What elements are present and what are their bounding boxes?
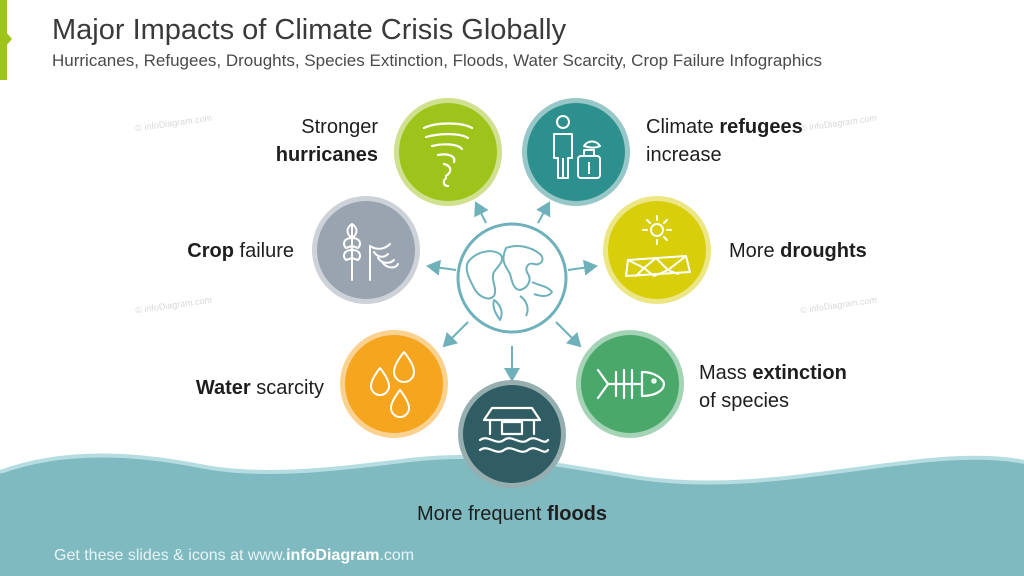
extinction-label: Mass extinction of species [699, 359, 847, 415]
hurricanes-label: Stronger hurricanes [276, 113, 378, 169]
water-drops-icon [370, 351, 415, 418]
droughts-label-bold: droughts [780, 240, 867, 262]
crop-circle [312, 196, 420, 304]
hurricanes-label-bold: hurricanes [275, 144, 378, 166]
droughts-circle [603, 196, 711, 304]
arrow-to-droughts [567, 259, 598, 276]
crop-label-bold: Crop [187, 240, 234, 262]
arrow-to-water [442, 321, 469, 348]
refugees-label-bold: refugees [719, 116, 803, 138]
globe-icon [456, 222, 568, 334]
floods-label: More frequent floods [0, 500, 1024, 528]
footer-prefix: Get these slides & icons at www. [54, 547, 287, 564]
footer-suffix: .com [379, 547, 415, 564]
arrow-to-hurricanes [474, 201, 489, 224]
floods-label-bold: floods [547, 503, 608, 525]
flooded-house-icon [478, 406, 550, 453]
extinction-circle [576, 330, 684, 438]
refugees-label-line2: increase [646, 144, 722, 166]
footer-link[interactable]: Get these slides & icons at www.infoDiag… [54, 547, 414, 565]
arrow-to-crop [426, 259, 457, 276]
tornado-icon [422, 122, 474, 188]
floods-circle [458, 380, 566, 488]
water-label-bold: Water [195, 377, 251, 399]
droughts-label: More droughts [729, 237, 867, 265]
fish-skeleton-icon [596, 368, 666, 400]
extinction-label-line2: of species [699, 390, 790, 412]
drought-icon [625, 215, 691, 277]
footer-brand: infoDiagram [286, 547, 380, 564]
floods-label-line1: More frequent [416, 503, 548, 525]
droughts-label-line1: More [729, 240, 781, 262]
arrow-to-refugees [536, 201, 551, 224]
accent-notch [6, 32, 12, 46]
water-label: Water scarcity [196, 374, 324, 402]
water-label-line1: scarcity [250, 377, 324, 399]
water-circle [340, 330, 448, 438]
extinction-label-bold: extinction [752, 362, 847, 384]
refugees-label-line1: Climate [646, 116, 720, 138]
accent-bar [0, 0, 7, 80]
hurricanes-label-line1: Stronger [301, 116, 378, 138]
crop-label: Crop failure [187, 237, 294, 265]
page-title: Major Impacts of Climate Crisis Globally [52, 14, 567, 46]
crop-label-line1: failure [233, 240, 294, 262]
arrow-to-extinction [555, 321, 582, 348]
refugees-circle [522, 98, 630, 206]
extinction-label-line1: Mass [699, 362, 753, 384]
page-subtitle: Hurricanes, Refugees, Droughts, Species … [52, 51, 823, 70]
refugees-label: Climate refugees increase [646, 113, 803, 169]
refugee-icon [553, 115, 601, 179]
hurricanes-circle [394, 98, 502, 206]
wave-background [0, 455, 1024, 576]
wheat-icon [343, 223, 399, 281]
